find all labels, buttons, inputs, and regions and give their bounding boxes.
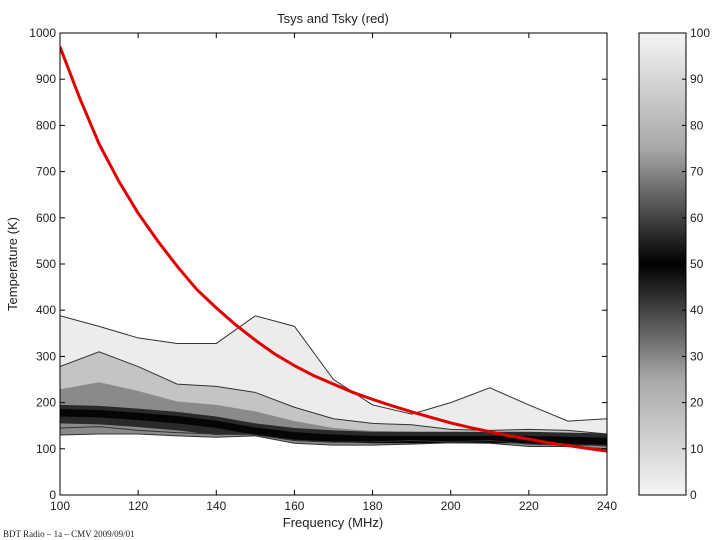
colorbar-tick-label: 70	[690, 165, 704, 179]
colorbar: 0 10 20 30 40 50 60 70 80 90 100	[638, 26, 710, 502]
tsys-contour-line-3	[60, 426, 607, 446]
colorbar-tick-label: 0	[690, 488, 697, 502]
x-axis-label: Frequency (MHz)	[283, 515, 383, 530]
y-axis-label: Temperature (K)	[5, 217, 20, 311]
y-tick-label: 1000	[29, 26, 56, 40]
y-tick-label: 500	[36, 257, 56, 271]
x-tick-label: 240	[597, 499, 617, 513]
colorbar-tick-label: 10	[690, 442, 704, 456]
x-tick-label: 220	[519, 499, 539, 513]
tsys-contour-line-1	[60, 315, 607, 422]
x-tick-label: 180	[363, 499, 383, 513]
x-tick-label: 160	[284, 499, 304, 513]
x-tick-label: 200	[441, 499, 461, 513]
tsys-contour-line-4	[60, 433, 607, 450]
colorbar-tick-label: 40	[690, 303, 704, 317]
y-tick-label: 700	[36, 165, 56, 179]
y-tick-label: 800	[36, 118, 56, 132]
colorbar-tick-label: 90	[690, 72, 704, 86]
plot-area	[60, 46, 607, 453]
colorbar-tick-label: 100	[690, 26, 710, 40]
colorbar-ticks: 0 10 20 30 40 50 60 70 80 90 100	[682, 26, 710, 502]
colorbar-tick-label: 60	[690, 211, 704, 225]
tsys-contour-line-2	[60, 351, 607, 435]
colorbar-gradient	[638, 32, 687, 496]
y-tick-label: 900	[36, 72, 56, 86]
x-tick-label: 100	[50, 499, 70, 513]
y-tick-label: 100	[36, 442, 56, 456]
y-tick-label: 400	[36, 303, 56, 317]
colorbar-tick-label: 80	[690, 118, 704, 132]
y-axis: 0 100 200 300 400 500 600 700 800 900 1000	[29, 26, 607, 502]
y-tick-label: 600	[36, 211, 56, 225]
colorbar-tick-label: 20	[690, 396, 704, 410]
series-layer	[60, 46, 607, 453]
colorbar-tick-label: 30	[690, 349, 704, 363]
x-tick-label: 120	[128, 499, 148, 513]
density-layer	[60, 315, 607, 449]
tsky-line	[60, 46, 607, 453]
footer-caption: BDT Radio – 1a – CMV 2009/09/01	[3, 529, 135, 539]
chart-title: Tsys and Tsky (red)	[277, 11, 389, 26]
y-tick-label: 0	[49, 488, 56, 502]
density-peak-band	[60, 409, 607, 446]
y-tick-label: 300	[36, 349, 56, 363]
y-tick-label: 200	[36, 396, 56, 410]
x-axis: 100 120 140 160 180 200 220 240	[50, 33, 617, 513]
x-tick-label: 140	[206, 499, 226, 513]
colorbar-tick-label: 50	[690, 257, 704, 271]
